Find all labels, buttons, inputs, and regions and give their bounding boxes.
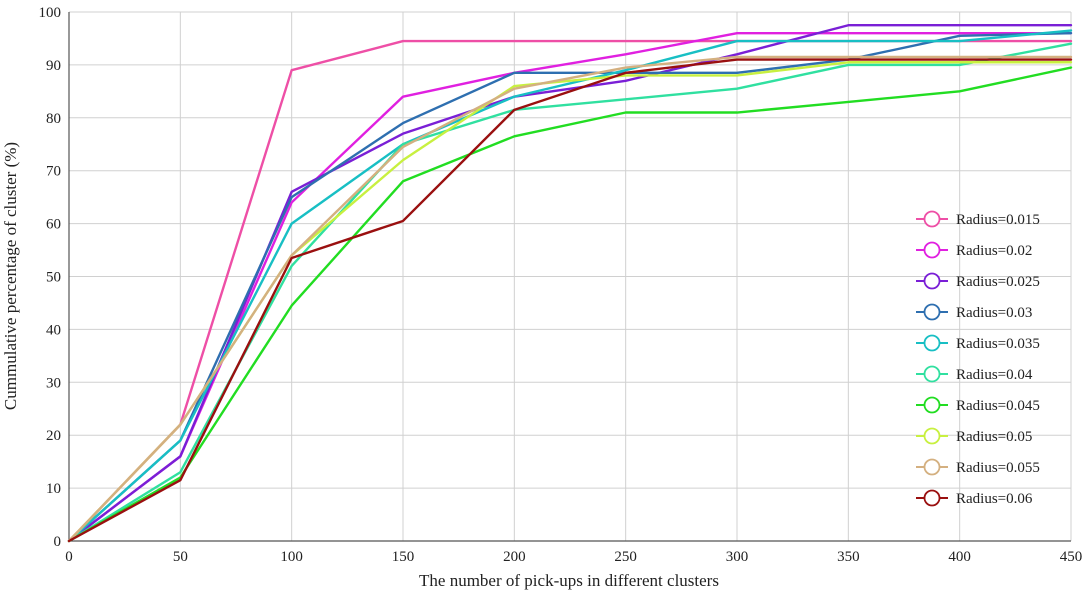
x-tick-label: 350: [837, 549, 860, 565]
legend-label: Radius=0.055: [956, 460, 1040, 476]
series-line: [67, 58, 1073, 543]
x-tick-label: 300: [726, 549, 749, 565]
x-axis-title: The number of pick-ups in different clus…: [419, 571, 719, 590]
series-line: [67, 66, 1073, 543]
legend-item: Radius=0.045: [916, 396, 1040, 414]
series-line: [67, 29, 1073, 543]
x-tick-label: 450: [1060, 549, 1083, 565]
x-tick-label: 400: [948, 549, 971, 565]
y-tick-label: 20: [46, 428, 61, 444]
y-tick-label: 30: [46, 375, 61, 391]
x-tick-label: 0: [65, 549, 73, 565]
legend: Radius=0.015 Radius=0.02 Radius=0.025 Radiu…: [916, 210, 1040, 507]
tick-labels: 0 50 100 150 200 250 300 350 400 450 0 10 20 30 40 50 60…: [39, 5, 1083, 565]
legend-marker: [923, 458, 941, 476]
legend-item: Radius=0.025: [916, 272, 1040, 290]
legend-label: Radius=0.02: [956, 243, 1032, 259]
x-tick-label: 150: [392, 549, 415, 565]
y-tick-label: 70: [46, 164, 61, 180]
legend-marker: [923, 241, 941, 259]
series-line: [67, 24, 1073, 543]
legend-label: Radius=0.06: [956, 491, 1033, 507]
legend-marker: [923, 334, 941, 352]
legend-label: Radius=0.05: [956, 429, 1032, 445]
legend-marker: [923, 272, 941, 290]
y-tick-label: 60: [46, 217, 61, 233]
legend-marker: [923, 427, 941, 445]
axes: [68, 12, 1071, 542]
legend-label: Radius=0.035: [956, 336, 1040, 352]
legend-marker: [923, 365, 941, 383]
legend-marker: [923, 210, 941, 228]
legend-marker: [923, 303, 941, 321]
y-tick-label: 90: [46, 58, 61, 74]
legend-item: Radius=0.055: [916, 458, 1040, 476]
legend-item: Radius=0.02: [916, 241, 1032, 259]
legend-item: Radius=0.015: [916, 210, 1040, 228]
series-line: [67, 31, 1073, 543]
y-tick-label: 80: [46, 111, 61, 127]
y-axis-title: Cummulative percentage of cluster (%): [1, 142, 20, 410]
y-tick-label: 10: [46, 481, 61, 497]
legend-item: Radius=0.04: [916, 365, 1033, 383]
legend-item: Radius=0.03: [916, 303, 1032, 321]
legend-item: Radius=0.06: [916, 489, 1033, 507]
series-lines: [67, 24, 1073, 543]
legend-label: Radius=0.04: [956, 367, 1033, 383]
x-tick-label: 50: [173, 549, 188, 565]
x-tick-label: 200: [503, 549, 526, 565]
legend-item: Radius=0.035: [916, 334, 1040, 352]
y-tick-label: 0: [54, 534, 62, 550]
series-line: [67, 55, 1073, 543]
y-tick-label: 100: [39, 5, 62, 21]
y-tick-label: 50: [46, 270, 61, 286]
legend-label: Radius=0.045: [956, 398, 1040, 414]
legend-label: Radius=0.015: [956, 212, 1040, 228]
x-tick-label: 100: [280, 549, 303, 565]
legend-label: Radius=0.025: [956, 274, 1040, 290]
series-line: [67, 31, 1073, 543]
legend-item: Radius=0.05: [916, 427, 1032, 445]
x-tick-label: 250: [614, 549, 637, 565]
y-tick-label: 40: [46, 322, 61, 338]
legend-marker: [923, 396, 941, 414]
legend-label: Radius=0.03: [956, 305, 1032, 321]
legend-marker: [923, 489, 941, 507]
